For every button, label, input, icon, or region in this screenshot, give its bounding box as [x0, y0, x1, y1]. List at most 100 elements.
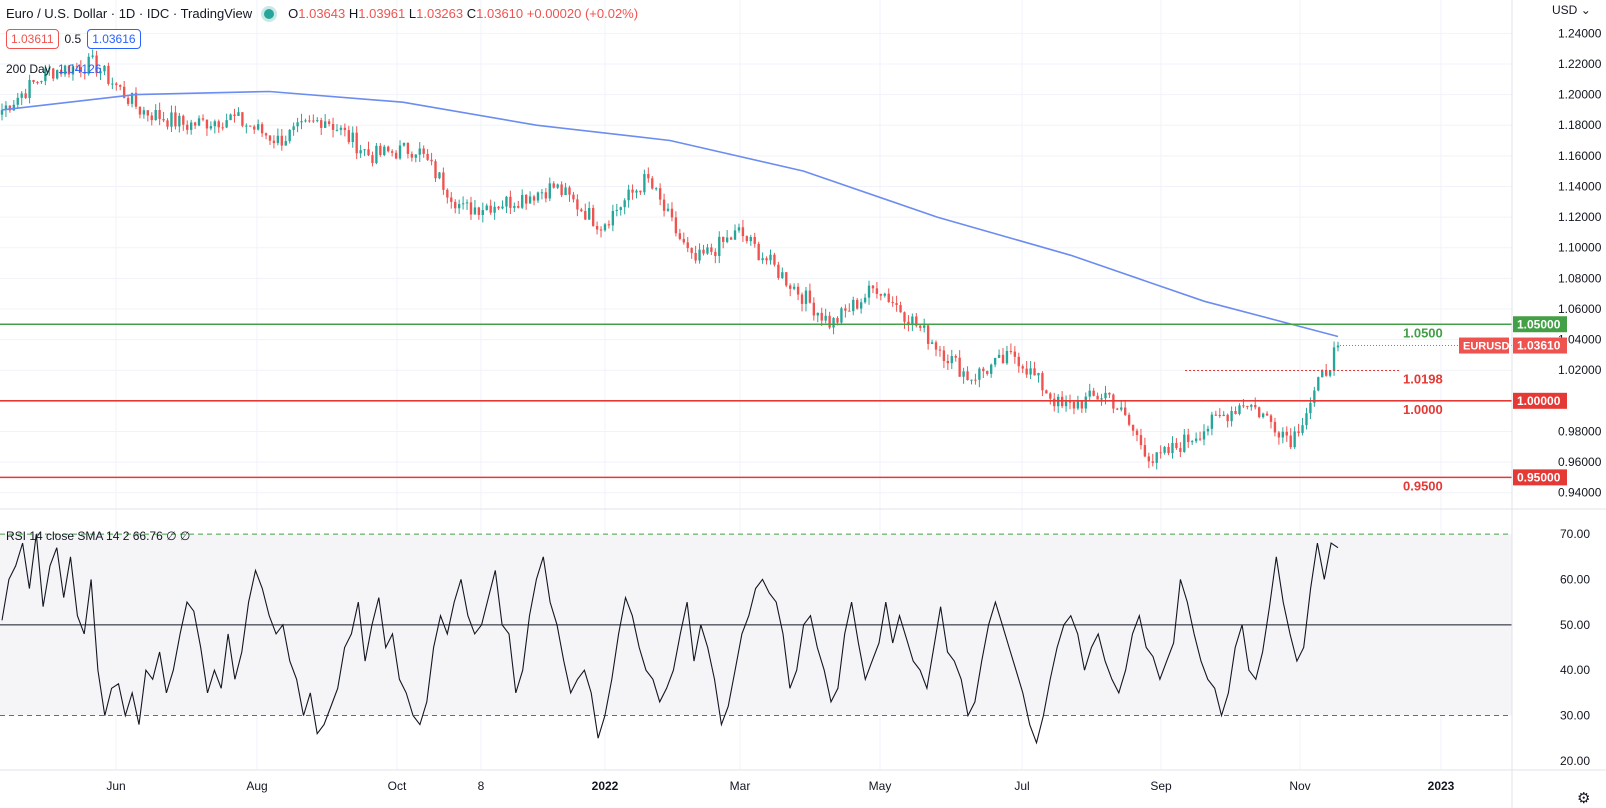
candle-body [1336, 345, 1340, 348]
rsi-legend[interactable]: RSI 14 close SMA 14 2 66.76 ∅ ∅ [6, 529, 190, 543]
candle-body [229, 114, 232, 121]
candle-body [1017, 356, 1020, 367]
candle-body [91, 55, 94, 57]
candle-body [517, 206, 520, 208]
candle-body [1076, 401, 1080, 409]
candle-body [454, 201, 457, 209]
candle-body [789, 285, 792, 289]
candle-body [568, 187, 571, 195]
candle-body [993, 357, 997, 365]
candle-body [544, 192, 548, 199]
candle-body [599, 229, 603, 231]
candle-body [138, 106, 142, 115]
level-axis-tag-label: 0.95000 [1517, 470, 1561, 484]
candle-body [1238, 405, 1241, 414]
candle-body [812, 302, 816, 316]
candle-body [59, 70, 63, 75]
candle-body [655, 188, 658, 190]
candle-body [1167, 447, 1170, 454]
candle-body [320, 120, 323, 128]
candle-body [1179, 448, 1182, 452]
level-axis-tag [1513, 316, 1567, 333]
candle-body [824, 315, 827, 321]
candle-body [1297, 431, 1300, 433]
x-tick-label: Jun [106, 779, 125, 793]
gear-icon[interactable]: ⚙ [1577, 790, 1591, 807]
candle-body [52, 68, 55, 79]
level-axis-tag-label: 1.05000 [1517, 317, 1561, 331]
price-tick-label: 1.12000 [1558, 210, 1602, 224]
candle-body [773, 254, 776, 265]
candle-body [986, 371, 989, 374]
candle-body [16, 97, 19, 105]
candle-body [584, 211, 587, 220]
candle-body [800, 294, 804, 304]
candle-body [923, 325, 926, 328]
candle-body [1222, 414, 1225, 417]
candle-body [761, 258, 764, 261]
candle-body [398, 145, 402, 159]
candle-body [1159, 452, 1162, 454]
x-tick-label: Mar [730, 779, 751, 793]
candle-body [915, 316, 918, 326]
candle-body [647, 174, 650, 179]
candle-body [166, 120, 169, 127]
candle-body [1155, 452, 1158, 463]
candle-body [87, 56, 90, 74]
candle-body [122, 86, 126, 98]
candle-body [209, 126, 213, 129]
candle-body [883, 293, 886, 296]
candle-body [493, 206, 496, 213]
candle-body [1242, 405, 1245, 407]
candle-body [706, 247, 709, 254]
candle-body [934, 342, 938, 350]
x-tick-label: May [869, 779, 892, 793]
candle-body [1041, 373, 1044, 391]
candle-body [733, 230, 737, 240]
candle-body [489, 205, 492, 213]
candle-body [603, 224, 607, 231]
candle-body [710, 247, 713, 252]
candle-body [990, 364, 993, 374]
candle-body [1328, 370, 1332, 376]
rsi-pane[interactable] [0, 533, 1512, 745]
candle-body [44, 68, 47, 82]
candle-body [28, 79, 31, 98]
candle-body [631, 189, 634, 193]
price-tick-label: 1.18000 [1558, 118, 1602, 132]
candle-body [737, 227, 741, 231]
candle-body [1147, 456, 1151, 462]
candle-body [1285, 431, 1288, 436]
candle-body [997, 354, 1001, 358]
candle-body [643, 174, 646, 193]
candle-body [1025, 368, 1028, 375]
candle-body [635, 190, 638, 193]
candle-body [95, 55, 98, 74]
price-tick-label: 0.98000 [1558, 424, 1602, 438]
price-tick-label: 1.24000 [1558, 26, 1602, 40]
candle-body [757, 243, 760, 261]
candle-body [477, 207, 481, 215]
candle-body [1261, 413, 1265, 418]
currency-selector[interactable]: USD ⌄ [1552, 3, 1591, 17]
candle-body [781, 272, 784, 278]
candle-body [1277, 432, 1281, 438]
buy-button[interactable]: 1.03616 [87, 29, 141, 49]
candle-body [836, 317, 839, 323]
candle-body [832, 317, 835, 328]
sell-button[interactable]: 1.03611 [6, 29, 59, 49]
symbol-title[interactable]: Euro / U.S. Dollar · 1D · IDC · TradingV… [6, 6, 253, 21]
price-tick-label: 1.14000 [1558, 179, 1602, 193]
candle-body [375, 145, 378, 164]
ma-legend[interactable]: 200 Day 1.04126 [6, 62, 101, 76]
price-tick-label: 1.06000 [1558, 302, 1602, 316]
candle-body [1084, 396, 1087, 409]
candle-body [426, 153, 429, 160]
price-pane[interactable]: 1.0500 1.0198 1.0000 0.9500 [0, 49, 1512, 494]
candle-body [8, 105, 12, 111]
candle-body [591, 208, 595, 226]
candle-body [532, 196, 536, 201]
candle-body [1072, 401, 1076, 409]
candle-body [107, 65, 110, 84]
